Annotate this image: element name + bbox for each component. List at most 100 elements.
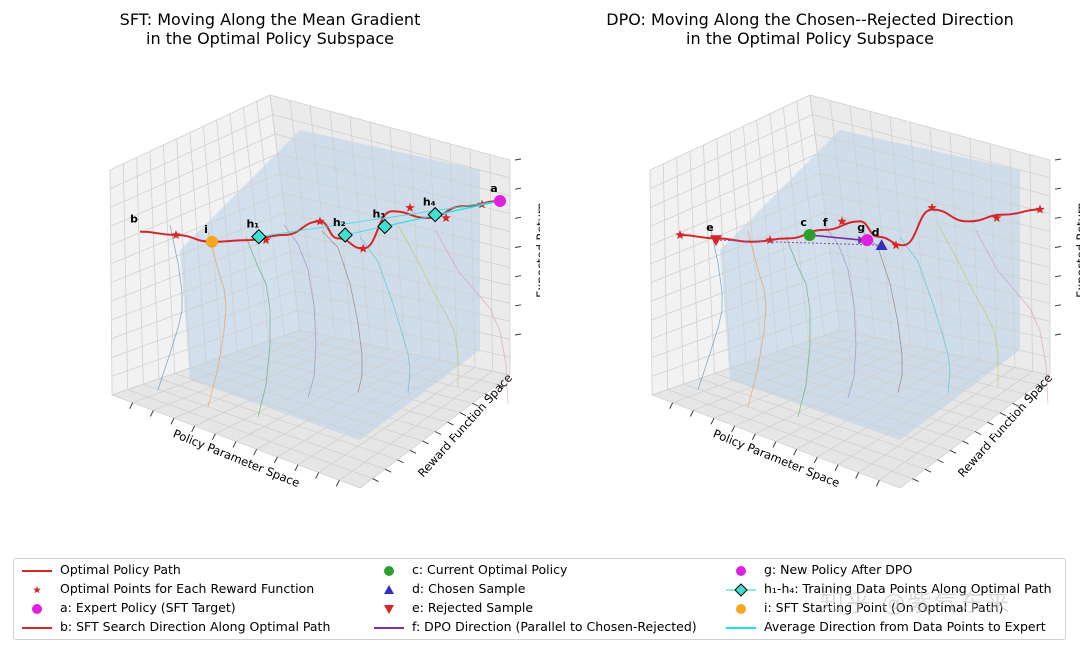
sft-title-line-1: SFT: Moving Along the Mean Gradient bbox=[119, 10, 421, 29]
dpo-plot: Policy Parameter Space Reward Function Sp… bbox=[649, 94, 1080, 490]
legend-symbol bbox=[22, 627, 52, 629]
point-label-h₃: h₃ bbox=[372, 208, 385, 221]
legend-symbol bbox=[22, 570, 52, 572]
y-tick bbox=[912, 478, 919, 482]
legend-symbol bbox=[384, 566, 394, 576]
legend-symbol bbox=[736, 604, 746, 614]
optimal-point-star bbox=[675, 230, 685, 239]
y-tick bbox=[999, 412, 1007, 417]
dpo-direction-arrow bbox=[809, 234, 862, 241]
legend-triangle-down-symbol bbox=[384, 605, 394, 614]
point-label-h₂: h₂ bbox=[333, 216, 346, 229]
grid-line bbox=[808, 340, 1026, 395]
x-tick bbox=[315, 472, 320, 479]
legend-label: b: SFT Search Direction Along Optimal Pa… bbox=[60, 619, 331, 634]
point-label-g: g bbox=[857, 221, 865, 234]
reward-function-curve bbox=[937, 224, 999, 387]
reward-function-curve bbox=[785, 236, 811, 417]
y-tick bbox=[949, 449, 957, 454]
legend-symbol bbox=[374, 627, 404, 629]
point-label-d: d bbox=[872, 226, 880, 239]
legend-triangle-up-symbol bbox=[384, 585, 394, 594]
grid-line bbox=[339, 370, 493, 481]
z-tick bbox=[1054, 158, 1062, 161]
y-tick bbox=[372, 478, 379, 482]
point-label-c: c bbox=[800, 216, 807, 229]
y-tick bbox=[987, 421, 994, 426]
grid-line bbox=[837, 310, 1051, 358]
z-tick bbox=[514, 275, 522, 278]
legend-label: Optimal Points for Each Reward Function bbox=[60, 581, 315, 596]
reward-function-curve bbox=[397, 224, 459, 387]
legend-circle-symbol bbox=[736, 604, 746, 614]
legend-label: g: New Policy After DPO bbox=[764, 562, 913, 577]
legend-star-symbol bbox=[33, 586, 41, 594]
legend-label: Optimal Policy Path bbox=[60, 562, 181, 577]
reward-function-curve bbox=[359, 236, 411, 394]
y-tick bbox=[472, 402, 479, 407]
grid-line bbox=[299, 329, 511, 376]
grid-line bbox=[879, 370, 1033, 481]
optimal-point-star bbox=[891, 240, 901, 250]
sft-plot: Policy Parameter Space Reward Function Sp… bbox=[109, 94, 548, 490]
legend-symbol bbox=[384, 585, 394, 594]
point-label-f: f bbox=[823, 216, 828, 229]
optimal-point-star bbox=[171, 230, 181, 239]
reward-function-curve bbox=[283, 224, 317, 399]
grid-line bbox=[297, 310, 511, 358]
grid-line bbox=[294, 290, 511, 340]
grid-line bbox=[111, 329, 301, 396]
y-tick bbox=[924, 468, 932, 473]
y-tick bbox=[459, 412, 467, 417]
legend-circle-symbol bbox=[736, 566, 746, 576]
x-tick bbox=[335, 480, 340, 487]
point-marker-d bbox=[875, 239, 888, 250]
x-tick bbox=[710, 418, 715, 425]
data-layer: c d e f g bbox=[675, 202, 1045, 250]
reward-function-curve bbox=[207, 230, 227, 407]
z-tick bbox=[1054, 187, 1062, 190]
grid-line bbox=[111, 310, 298, 377]
reward-function-curve bbox=[975, 230, 1049, 405]
legend-circle-symbol bbox=[384, 566, 394, 576]
y-tick bbox=[484, 393, 492, 398]
y-tick bbox=[397, 459, 404, 464]
grid-line bbox=[796, 101, 825, 336]
point-label-h₁: h₁ bbox=[246, 218, 259, 231]
grid-line bbox=[269, 94, 301, 331]
z-tick bbox=[1054, 216, 1062, 219]
optimal-point-star bbox=[1035, 204, 1045, 214]
point-marker-a bbox=[494, 195, 506, 207]
legend-label: d: Chosen Sample bbox=[412, 581, 526, 596]
optimal-policy-path bbox=[679, 208, 1041, 247]
z-tick bbox=[1054, 246, 1062, 248]
grid-line bbox=[1029, 154, 1033, 372]
point-label-i: i bbox=[204, 223, 208, 236]
reward-function-curve bbox=[823, 224, 857, 399]
grid-line bbox=[834, 290, 1051, 340]
z-axis-label: Expected Return bbox=[1074, 202, 1080, 297]
optimal-point-star bbox=[358, 243, 368, 253]
legend-label: Average Direction from Data Points to Ex… bbox=[764, 619, 1046, 634]
axes-frame: Policy Parameter Space Reward Function Sp… bbox=[109, 94, 548, 490]
grid-line bbox=[111, 290, 296, 358]
grid-line bbox=[284, 335, 498, 385]
optimal-point-star bbox=[765, 235, 775, 245]
point-marker-i bbox=[206, 235, 218, 248]
y-tick bbox=[434, 431, 442, 435]
grid-line bbox=[651, 290, 836, 358]
point-marker-g bbox=[861, 234, 874, 247]
dpo-panel: DPO: Moving Along the Chosen--Rejected D… bbox=[540, 0, 1080, 545]
y-tick bbox=[1012, 402, 1019, 407]
subspace-volume bbox=[180, 130, 480, 440]
point-marker-h₄ bbox=[427, 206, 443, 223]
point-label-e: e bbox=[706, 221, 713, 234]
y-tick bbox=[497, 384, 504, 388]
z-tick bbox=[514, 187, 522, 190]
average-direction-line bbox=[258, 200, 501, 238]
x-tick bbox=[855, 472, 860, 479]
x-tick bbox=[211, 433, 216, 440]
optimal-point-star bbox=[927, 202, 937, 212]
reward-function-curve bbox=[747, 230, 767, 407]
